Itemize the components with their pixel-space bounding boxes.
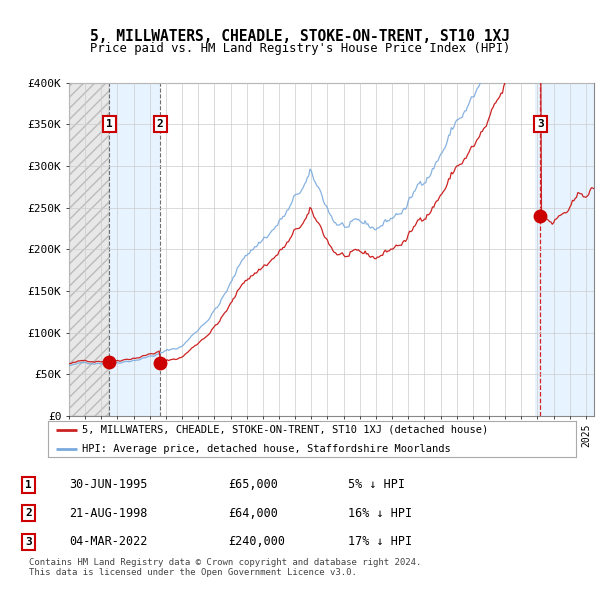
Text: 2: 2: [157, 119, 163, 129]
Text: 5, MILLWATERS, CHEADLE, STOKE-ON-TRENT, ST10 1XJ (detached house): 5, MILLWATERS, CHEADLE, STOKE-ON-TRENT, …: [82, 425, 488, 435]
Text: 30-JUN-1995: 30-JUN-1995: [69, 478, 148, 491]
Text: 1: 1: [106, 119, 113, 129]
Text: 2: 2: [25, 509, 32, 518]
Text: HPI: Average price, detached house, Staffordshire Moorlands: HPI: Average price, detached house, Staf…: [82, 444, 451, 454]
Text: 5% ↓ HPI: 5% ↓ HPI: [348, 478, 405, 491]
Bar: [69, 83, 109, 416]
Text: 21-AUG-1998: 21-AUG-1998: [69, 507, 148, 520]
Bar: [109, 83, 160, 416]
Text: £240,000: £240,000: [228, 535, 285, 548]
Text: Contains HM Land Registry data © Crown copyright and database right 2024.
This d: Contains HM Land Registry data © Crown c…: [29, 558, 421, 577]
Text: 1: 1: [25, 480, 32, 490]
Text: 04-MAR-2022: 04-MAR-2022: [69, 535, 148, 548]
Text: 3: 3: [537, 119, 544, 129]
Text: £65,000: £65,000: [228, 478, 278, 491]
Text: 3: 3: [25, 537, 32, 546]
Text: Price paid vs. HM Land Registry's House Price Index (HPI): Price paid vs. HM Land Registry's House …: [90, 42, 510, 55]
Bar: [535, 83, 594, 416]
Text: 5, MILLWATERS, CHEADLE, STOKE-ON-TRENT, ST10 1XJ: 5, MILLWATERS, CHEADLE, STOKE-ON-TRENT, …: [90, 29, 510, 44]
Text: £64,000: £64,000: [228, 507, 278, 520]
Text: 16% ↓ HPI: 16% ↓ HPI: [348, 507, 412, 520]
Text: 17% ↓ HPI: 17% ↓ HPI: [348, 535, 412, 548]
